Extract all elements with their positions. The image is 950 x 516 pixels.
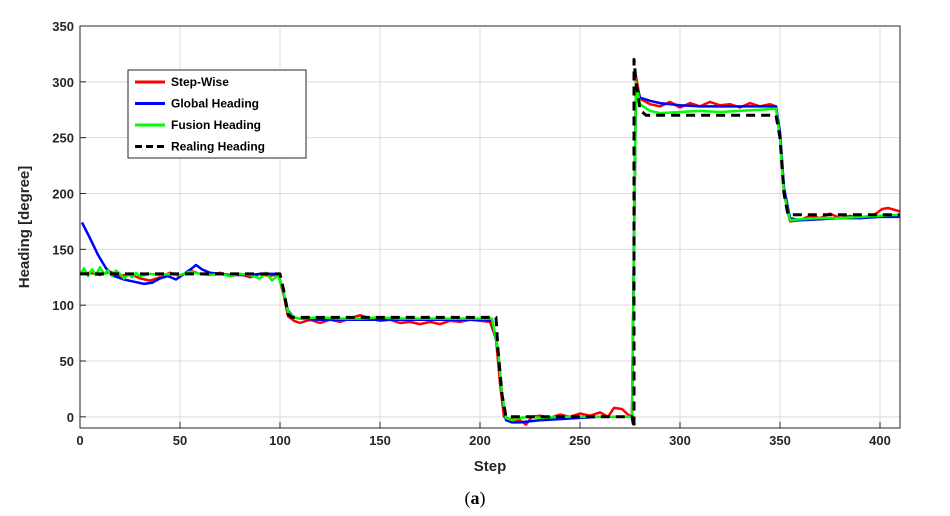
x-tick-label: 50 xyxy=(173,433,187,448)
caption-letter: a xyxy=(470,488,480,508)
x-tick-label: 200 xyxy=(469,433,491,448)
y-tick-label: 200 xyxy=(52,187,74,202)
legend-label: Global Heading xyxy=(171,97,259,111)
legend: Step-Wise Global Heading Fusion Heading Rea… xyxy=(127,69,307,159)
y-tick-label: 250 xyxy=(52,131,74,146)
y-axis-label: Heading [degree] xyxy=(16,166,33,289)
x-tick-label: 150 xyxy=(369,433,391,448)
x-tick-label: 250 xyxy=(569,433,591,448)
caption-open: ( xyxy=(464,488,471,508)
caption-close: ) xyxy=(479,488,486,508)
series-lines xyxy=(80,58,900,428)
series-line-realing-heading xyxy=(80,58,900,428)
legend-label: Realing Heading xyxy=(171,140,265,154)
y-tick-label: 100 xyxy=(52,298,74,313)
y-tick-label: 150 xyxy=(52,242,74,257)
figure-caption: (a) xyxy=(0,488,950,509)
legend-label: Fusion Heading xyxy=(171,118,261,132)
x-tick-label: 0 xyxy=(76,433,83,448)
x-tick-label: 350 xyxy=(769,433,791,448)
y-tick-label: 350 xyxy=(52,19,74,34)
legend-box xyxy=(127,69,307,159)
legend-label: Step-Wise xyxy=(171,75,229,89)
y-tick-label: 0 xyxy=(67,410,74,425)
x-tick-label: 300 xyxy=(669,433,691,448)
x-tick-label: 100 xyxy=(269,433,291,448)
x-tick-label: 400 xyxy=(869,433,891,448)
tick-labels: 0 50 100 150 200 250 300 350 400 0 50 100 150 200 250 3… xyxy=(52,19,891,448)
y-tick-label: 300 xyxy=(52,75,74,90)
plot-frame xyxy=(79,25,901,429)
x-axis-label: Step xyxy=(474,458,507,475)
y-tick-label: 50 xyxy=(60,354,74,369)
